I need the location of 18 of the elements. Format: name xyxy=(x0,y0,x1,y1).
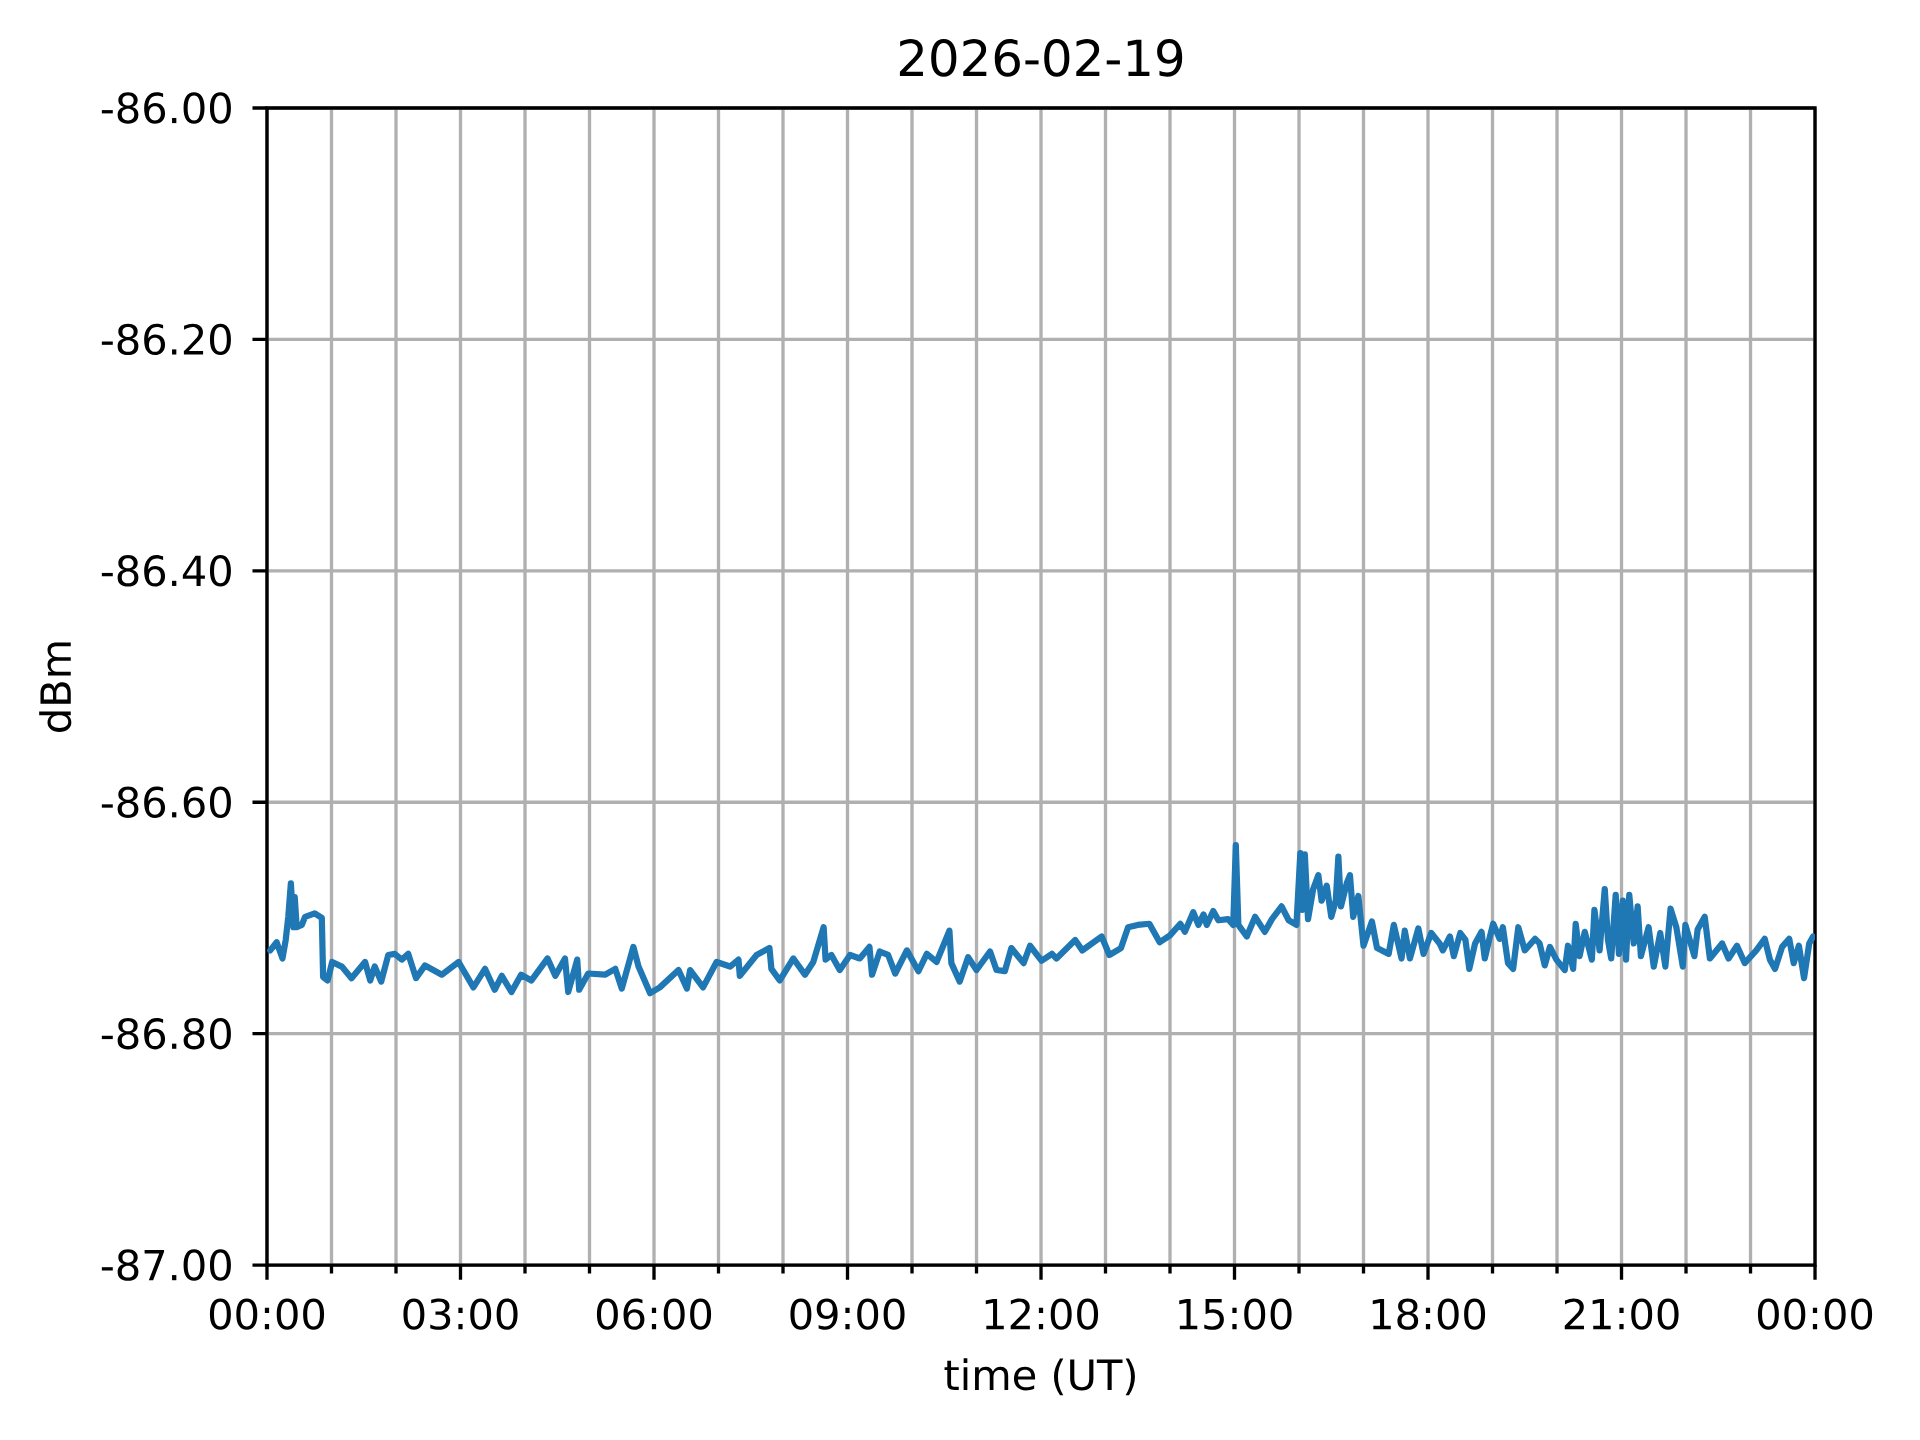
x-tick-label: 03:00 xyxy=(403,1298,518,1330)
x-tick-label: 12:00 xyxy=(985,1298,1099,1330)
x-tick-label: 00:00 xyxy=(209,1298,325,1330)
y-axis-title: dBm xyxy=(39,642,72,732)
y-tick-label: -87.00 xyxy=(101,1249,231,1281)
y-tick-label: -86.20 xyxy=(101,323,231,356)
y-tick-label: -86.00 xyxy=(101,92,231,124)
x-tick-label: 00:00 xyxy=(1757,1298,1873,1330)
x-tick-label: 18:00 xyxy=(1372,1298,1486,1330)
y-tick-label: -86.80 xyxy=(101,1017,231,1050)
chart-title: 2026-02-19 xyxy=(899,39,1183,77)
x-tick-label: 15:00 xyxy=(1179,1298,1292,1330)
y-tick-label: -86.40 xyxy=(101,555,231,587)
x-axis-title: time (UT) xyxy=(944,1358,1135,1396)
x-tick-label: 21:00 xyxy=(1564,1298,1679,1330)
y-tick-label: -86.60 xyxy=(101,786,231,818)
x-tick-label: 09:00 xyxy=(790,1298,905,1330)
x-tick-label: 06:00 xyxy=(596,1298,712,1330)
